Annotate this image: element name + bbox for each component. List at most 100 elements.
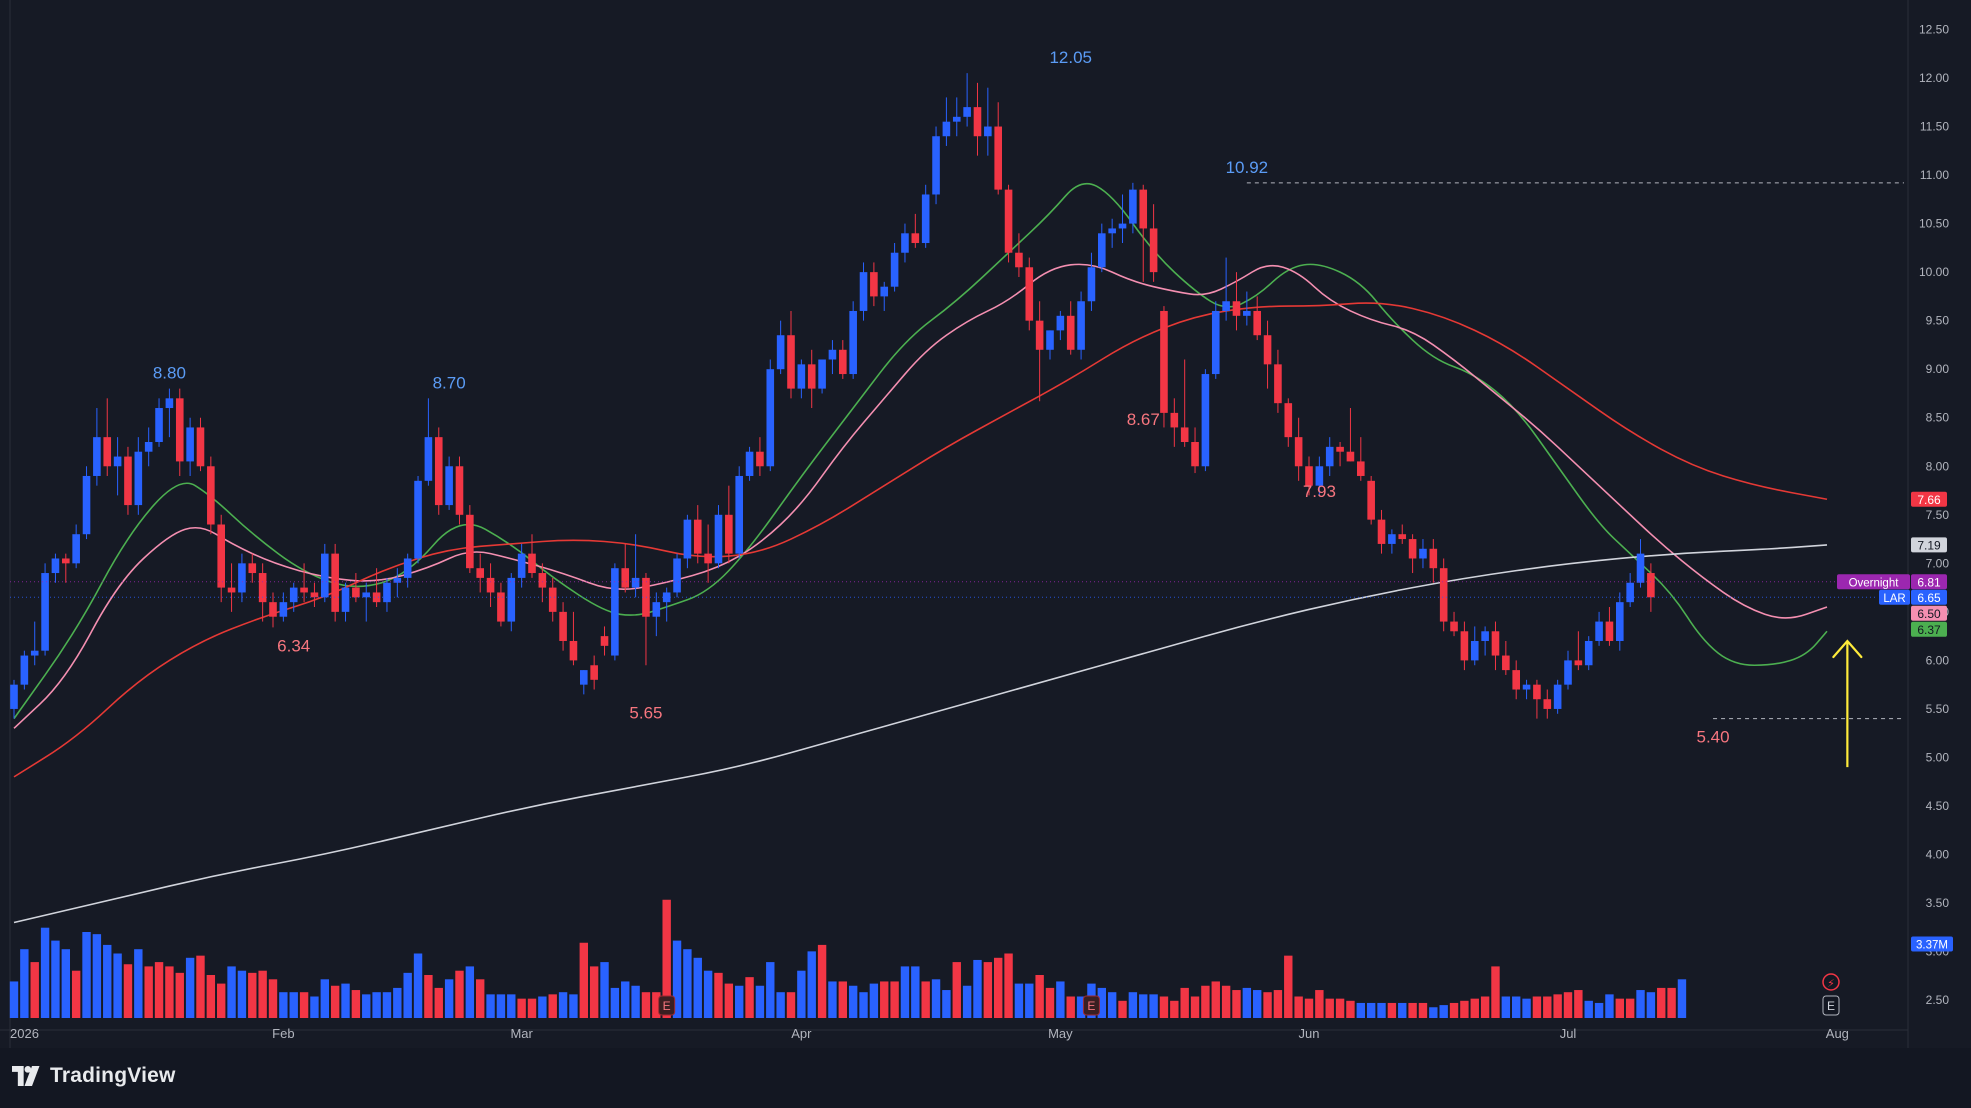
price-chart[interactable]: 8.80 8.70 12.05 10.92 6.34 5.65 8.67 7.93 5.40 E E… bbox=[0, 0, 1971, 1048]
price-axis-tick: 12.00 bbox=[1919, 71, 1949, 85]
candle-body bbox=[300, 587, 308, 593]
volume-bar bbox=[486, 994, 495, 1018]
volume-bar bbox=[40, 927, 50, 1018]
time-axis-label: May bbox=[1048, 1026, 1073, 1041]
volume-bar bbox=[154, 962, 164, 1018]
volume-bar bbox=[134, 949, 143, 1018]
candle-body bbox=[30, 650, 39, 656]
candle-body bbox=[331, 553, 339, 612]
candle-body bbox=[1377, 519, 1386, 544]
candle-body bbox=[103, 437, 112, 467]
volume-bar bbox=[776, 992, 785, 1018]
price-axis-tick: 12.50 bbox=[1919, 22, 1949, 36]
candle-body bbox=[207, 466, 215, 525]
price-axis-tick: 4.00 bbox=[1926, 848, 1950, 862]
candle-body bbox=[175, 398, 184, 462]
volume-bar bbox=[455, 970, 464, 1018]
candle-body bbox=[1450, 621, 1458, 632]
volume-bar bbox=[942, 990, 951, 1018]
volume-bar bbox=[735, 985, 744, 1018]
candle-body bbox=[1243, 310, 1251, 316]
volume-bar bbox=[683, 949, 692, 1018]
candle-body bbox=[1180, 427, 1189, 442]
price-tag-value: 6.65 bbox=[1917, 591, 1941, 605]
price-axis-tick: 4.50 bbox=[1926, 799, 1950, 813]
volume-bar bbox=[61, 949, 70, 1018]
candle-body bbox=[1160, 310, 1168, 413]
volume-bar bbox=[206, 975, 216, 1018]
volume-bar bbox=[165, 966, 174, 1018]
volume-bar bbox=[538, 996, 547, 1018]
candle-body bbox=[310, 592, 319, 598]
volume-bar bbox=[1418, 1002, 1428, 1018]
candle-body bbox=[1636, 553, 1645, 583]
candle-body bbox=[807, 364, 816, 389]
candle-body bbox=[279, 602, 288, 617]
volume-bar bbox=[465, 966, 475, 1018]
volume-bar bbox=[807, 951, 816, 1018]
candle-body bbox=[1325, 446, 1334, 467]
candle-body bbox=[1118, 223, 1127, 229]
candle-body bbox=[20, 655, 29, 685]
price-axis-tick: 9.00 bbox=[1926, 362, 1950, 376]
candle-body bbox=[289, 587, 298, 603]
volume-bar bbox=[320, 979, 329, 1018]
volume-bar bbox=[766, 962, 775, 1018]
candle-body bbox=[870, 272, 878, 297]
candle-body bbox=[973, 107, 982, 137]
volume-bar bbox=[227, 966, 236, 1018]
candle-body bbox=[1605, 621, 1614, 641]
volume-bar bbox=[838, 981, 847, 1018]
candle-body bbox=[352, 587, 360, 598]
volume-bar bbox=[424, 975, 433, 1018]
volume-bar bbox=[9, 981, 19, 1018]
candle-body bbox=[1491, 631, 1500, 656]
candle-body bbox=[155, 408, 163, 442]
peak-label: 8.67 bbox=[1127, 410, 1160, 429]
volume-bar bbox=[1657, 987, 1666, 1018]
volume-bar bbox=[641, 992, 651, 1018]
candle-body bbox=[1015, 252, 1023, 268]
volume-bar bbox=[71, 970, 81, 1018]
candle-body bbox=[859, 272, 868, 311]
volume-bar bbox=[994, 957, 1003, 1018]
candle-body bbox=[1647, 573, 1655, 598]
candle-body bbox=[72, 534, 80, 564]
tradingview-logo[interactable]: TradingView bbox=[12, 1064, 176, 1088]
volume-bar bbox=[258, 970, 267, 1018]
volume-bar bbox=[1636, 990, 1645, 1018]
candle-body bbox=[82, 475, 91, 535]
volume-bar bbox=[268, 979, 278, 1018]
candle-body bbox=[818, 359, 826, 389]
candle-body bbox=[714, 514, 723, 564]
price-axis-tick: 2.50 bbox=[1926, 993, 1950, 1007]
volume-bar bbox=[1066, 996, 1075, 1018]
candle-body bbox=[1274, 364, 1282, 404]
volume-bar bbox=[859, 992, 868, 1018]
volume-bar bbox=[1304, 998, 1314, 1018]
price-axis-tick: 10.00 bbox=[1919, 265, 1949, 279]
lightning-icon bbox=[1822, 973, 1840, 991]
volume-bar bbox=[382, 992, 392, 1018]
price-axis-tick: 7.00 bbox=[1926, 556, 1950, 570]
volume-bar bbox=[1491, 966, 1500, 1018]
candle-body bbox=[227, 587, 236, 593]
price-axis-tick: 8.50 bbox=[1926, 411, 1950, 425]
earnings-marker-upcoming bbox=[1822, 995, 1840, 1016]
candle-body bbox=[1263, 335, 1272, 365]
volume-bar bbox=[1501, 996, 1511, 1018]
candle-body bbox=[952, 116, 961, 122]
volume-bar bbox=[279, 992, 288, 1018]
candle-body bbox=[631, 577, 640, 588]
volume-bar bbox=[1014, 983, 1024, 1018]
volume-tag-value: 3.37M bbox=[1916, 940, 1948, 952]
volume-bar bbox=[1429, 1007, 1438, 1018]
volume-bar bbox=[1522, 998, 1531, 1018]
volume-bar bbox=[1035, 975, 1044, 1018]
candle-body bbox=[839, 349, 847, 375]
volume-bar bbox=[434, 987, 443, 1018]
volume-bar bbox=[962, 985, 972, 1018]
candle-body bbox=[642, 577, 650, 617]
peak-label: 12.05 bbox=[1049, 48, 1092, 67]
